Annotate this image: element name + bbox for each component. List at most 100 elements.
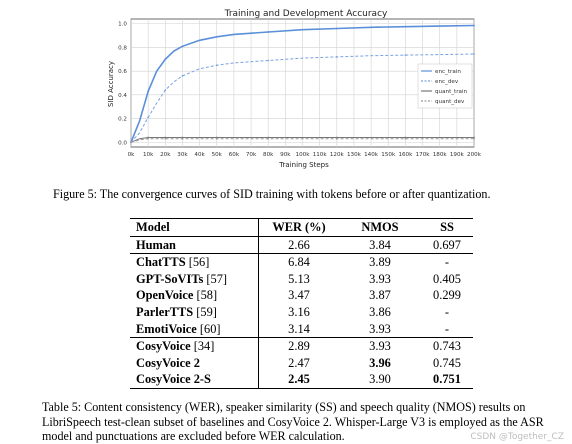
data-point bbox=[473, 137, 475, 140]
cell-wer: 2.45 bbox=[258, 371, 339, 389]
table-row: ChatTTS [56] 6.84 3.89 - bbox=[130, 253, 473, 271]
x-tick-label: 50k bbox=[212, 152, 223, 158]
cell-nmos: 3.93 bbox=[369, 271, 391, 286]
x-tick-label: 100k bbox=[296, 152, 311, 158]
x-axis-label: Training Steps bbox=[278, 161, 329, 169]
cell-ref: [60] bbox=[199, 321, 221, 336]
cell-wer: 5.13 bbox=[258, 270, 339, 288]
cell-wer: 2.66 bbox=[258, 236, 339, 254]
x-tick-label: 70k bbox=[246, 152, 257, 158]
data-point bbox=[404, 25, 407, 28]
data-point bbox=[215, 137, 218, 140]
cell-nmos: 3.89 bbox=[369, 255, 391, 270]
table-header-row: Model WER (%) NMOS SS bbox=[130, 218, 473, 237]
data-point bbox=[181, 74, 184, 77]
cell-model: GPT-SoVITs bbox=[136, 271, 204, 286]
cell-model: CosyVoice bbox=[136, 339, 191, 354]
x-tick-label: 90k bbox=[280, 152, 291, 158]
cell-ss: 0.405 bbox=[433, 271, 461, 286]
cell-model: ParlerTTS bbox=[136, 304, 194, 319]
cell-wer: 3.14 bbox=[258, 320, 339, 338]
cell-nmos: 3.90 bbox=[369, 372, 391, 387]
cell-ss: - bbox=[444, 304, 450, 319]
data-point bbox=[335, 56, 338, 58]
data-point bbox=[473, 53, 475, 55]
x-tick-label: 10k bbox=[143, 152, 154, 158]
y-axis-label: SID Accuracy bbox=[107, 61, 115, 107]
cell-model: CosyVoice 2-S bbox=[136, 372, 211, 387]
x-tick-label: 0k bbox=[128, 152, 136, 158]
cell-ss: 0.743 bbox=[433, 339, 461, 354]
cell-model: ChatTTS bbox=[136, 255, 186, 270]
x-tick-label: 20k bbox=[160, 152, 171, 158]
data-point bbox=[147, 116, 150, 119]
legend-label: enc_dev bbox=[435, 79, 459, 85]
data-point bbox=[215, 35, 218, 38]
legend-label: quant_dev bbox=[435, 99, 465, 105]
x-tick-label: 150k bbox=[381, 152, 396, 158]
data-point bbox=[130, 141, 132, 144]
table-row: ParlerTTS [59] 3.16 3.86 - bbox=[130, 303, 473, 321]
y-tick-label: 0.4 bbox=[118, 93, 127, 99]
figure-caption: Figure 5: The convergence curves of SID … bbox=[53, 187, 491, 201]
data-point bbox=[181, 137, 184, 140]
x-tick-label: 160k bbox=[398, 152, 413, 158]
data-point bbox=[147, 137, 150, 140]
data-point bbox=[404, 54, 407, 57]
cell-nmos: 3.86 bbox=[369, 304, 391, 319]
y-tick-label: 0.2 bbox=[118, 117, 127, 123]
x-tick-label: 80k bbox=[263, 152, 274, 158]
data-point bbox=[164, 89, 167, 92]
data-point bbox=[335, 137, 338, 140]
cell-model: Human bbox=[136, 237, 176, 252]
cell-ss: - bbox=[444, 321, 450, 336]
data-point bbox=[215, 64, 218, 67]
x-tick-label: 120k bbox=[330, 152, 345, 158]
x-tick-label: 60k bbox=[229, 152, 240, 158]
data-point bbox=[181, 45, 184, 48]
table-row: GPT-SoVITs [57] 5.13 3.93 0.405 bbox=[130, 270, 473, 288]
cell-ss: 0.745 bbox=[433, 355, 461, 370]
data-point bbox=[147, 90, 150, 93]
sid-accuracy-chart: Training and Development Accuracy 0k 10k 2… bbox=[107, 9, 482, 169]
cell-ref: [34] bbox=[193, 339, 215, 354]
data-point bbox=[267, 137, 270, 140]
data-point bbox=[267, 31, 270, 33]
cell-model: CosyVoice 2 bbox=[136, 355, 200, 370]
cell-ss: - bbox=[444, 255, 450, 270]
x-tick-label: 180k bbox=[433, 152, 448, 158]
cell-wer: 3.47 bbox=[258, 287, 339, 304]
header-wer: WER (%) bbox=[258, 218, 339, 237]
y-tick-label: 0.8 bbox=[118, 45, 127, 51]
cell-wer: 2.47 bbox=[258, 354, 339, 372]
plot-area: 0k 10k 20k 30k 40k 50k 60k 70k 80k 90k 100k 110k 120… bbox=[118, 18, 482, 158]
table-row: OpenVoice [58] 3.47 3.87 0.299 bbox=[130, 287, 473, 304]
header-model: Model bbox=[136, 220, 170, 234]
cell-model: OpenVoice bbox=[136, 288, 194, 303]
cell-nmos: 3.93 bbox=[369, 321, 391, 336]
watermark: CSDN @Together_CZ bbox=[470, 432, 564, 442]
data-point bbox=[404, 137, 407, 140]
x-tick-label: 30k bbox=[177, 152, 188, 158]
x-tick-label: 140k bbox=[364, 152, 379, 158]
cell-wer: 6.84 bbox=[258, 253, 339, 271]
legend-label: enc_train bbox=[435, 69, 461, 75]
chart-title: Training and Development Accuracy bbox=[224, 9, 388, 19]
table-row: CosyVoice 2-S 2.45 3.90 0.751 bbox=[130, 371, 473, 389]
table-row: EmotiVoice [60] 3.14 3.93 - bbox=[130, 320, 473, 338]
cell-wer: 3.16 bbox=[258, 303, 339, 321]
cell-ss: 0.299 bbox=[433, 288, 461, 303]
cell-ss: 0.751 bbox=[433, 372, 461, 387]
x-tick-label: 190k bbox=[450, 152, 465, 158]
x-tick-label: 110k bbox=[313, 152, 328, 158]
y-tick-label: 1.0 bbox=[118, 22, 127, 28]
header-nmos: NMOS bbox=[361, 220, 399, 234]
cell-nmos: 3.87 bbox=[369, 288, 391, 303]
cell-ref: [56] bbox=[188, 255, 210, 270]
cell-nmos: 3.93 bbox=[369, 339, 391, 354]
results-table: Model WER (%) NMOS SS Human 2.66 3.84 0.… bbox=[130, 218, 473, 389]
cell-ss: 0.697 bbox=[433, 237, 461, 252]
y-tick-label: 0.0 bbox=[118, 140, 127, 146]
table-row: CosyVoice [34] 2.89 3.93 0.743 bbox=[130, 337, 473, 355]
cell-wer: 2.89 bbox=[258, 337, 339, 355]
